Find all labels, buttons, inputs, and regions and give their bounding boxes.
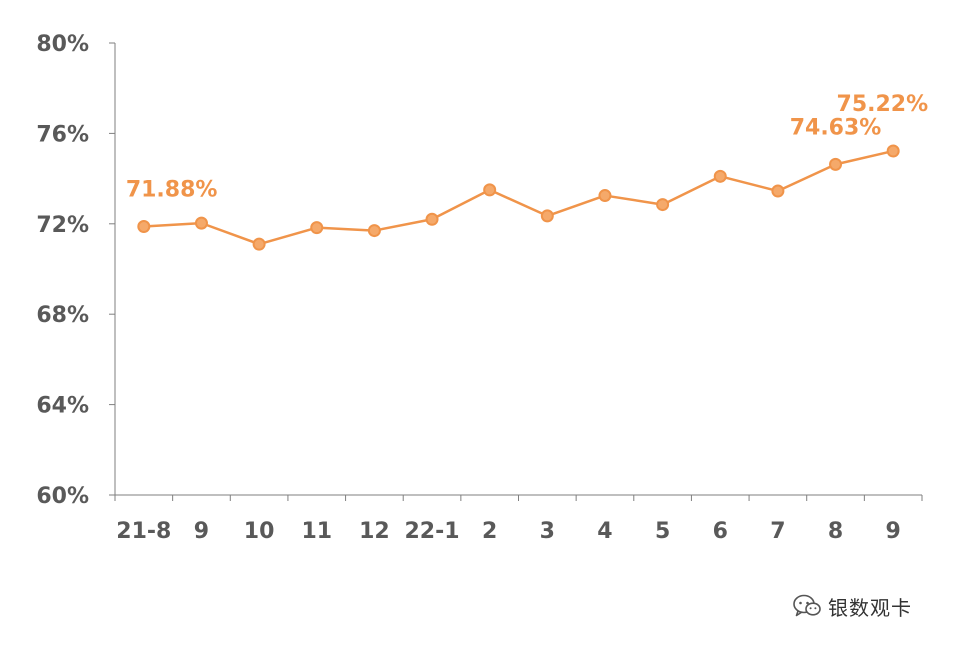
data-point bbox=[252, 237, 266, 251]
data-point bbox=[194, 216, 208, 230]
x-tick-label: 9 bbox=[194, 519, 209, 544]
watermark: 银数观卡 bbox=[792, 592, 912, 620]
data-point bbox=[829, 157, 843, 171]
y-tick-label: 60% bbox=[36, 484, 89, 509]
data-point bbox=[483, 183, 497, 197]
data-point bbox=[137, 220, 151, 234]
data-point bbox=[713, 169, 727, 183]
series bbox=[137, 144, 900, 251]
data-point bbox=[310, 221, 324, 235]
x-tick-label: 10 bbox=[244, 519, 275, 544]
x-tick-label: 12 bbox=[359, 519, 390, 544]
y-tick-label: 64% bbox=[36, 394, 89, 419]
x-tick-label: 5 bbox=[655, 519, 670, 544]
x-tick-label: 2 bbox=[482, 519, 497, 544]
data-point bbox=[771, 184, 785, 198]
wechat-icon bbox=[793, 594, 821, 617]
x-tick-label: 6 bbox=[713, 519, 728, 544]
x-tick-label: 4 bbox=[597, 519, 612, 544]
y-axis: 60% 64% 68% 72% 76% 80% bbox=[36, 32, 116, 509]
x-tick-label: 3 bbox=[540, 519, 555, 544]
data-point bbox=[425, 212, 439, 226]
data-point bbox=[656, 198, 670, 212]
watermark-text: 银数观卡 bbox=[828, 595, 912, 620]
data-point bbox=[367, 224, 381, 238]
data-label: 75.22% bbox=[837, 92, 929, 117]
x-tick-label: 7 bbox=[770, 519, 785, 544]
series-line bbox=[143, 149, 894, 246]
y-tick-label: 80% bbox=[36, 32, 89, 57]
data-labels: 71.88% 74.63%75.22% bbox=[126, 92, 928, 202]
x-tick-label: 9 bbox=[886, 519, 901, 544]
x-tick-label: 21-8 bbox=[116, 519, 171, 544]
data-label: 71.88% bbox=[126, 178, 218, 203]
x-tick-label: 8 bbox=[828, 519, 843, 544]
x-tick-label: 22-1 bbox=[405, 519, 460, 544]
x-tick-label: 11 bbox=[301, 519, 332, 544]
y-tick-label: 68% bbox=[36, 303, 89, 328]
data-point bbox=[540, 209, 554, 223]
data-label: 74.63% bbox=[790, 115, 882, 140]
data-point bbox=[886, 144, 900, 158]
y-tick-label: 72% bbox=[36, 213, 89, 238]
y-tick-label: 76% bbox=[36, 122, 89, 147]
data-point bbox=[598, 189, 612, 203]
x-axis: 21-8 9 10 11 12 22-1 2 3 4 5 6 7 8 9 bbox=[114, 494, 923, 544]
